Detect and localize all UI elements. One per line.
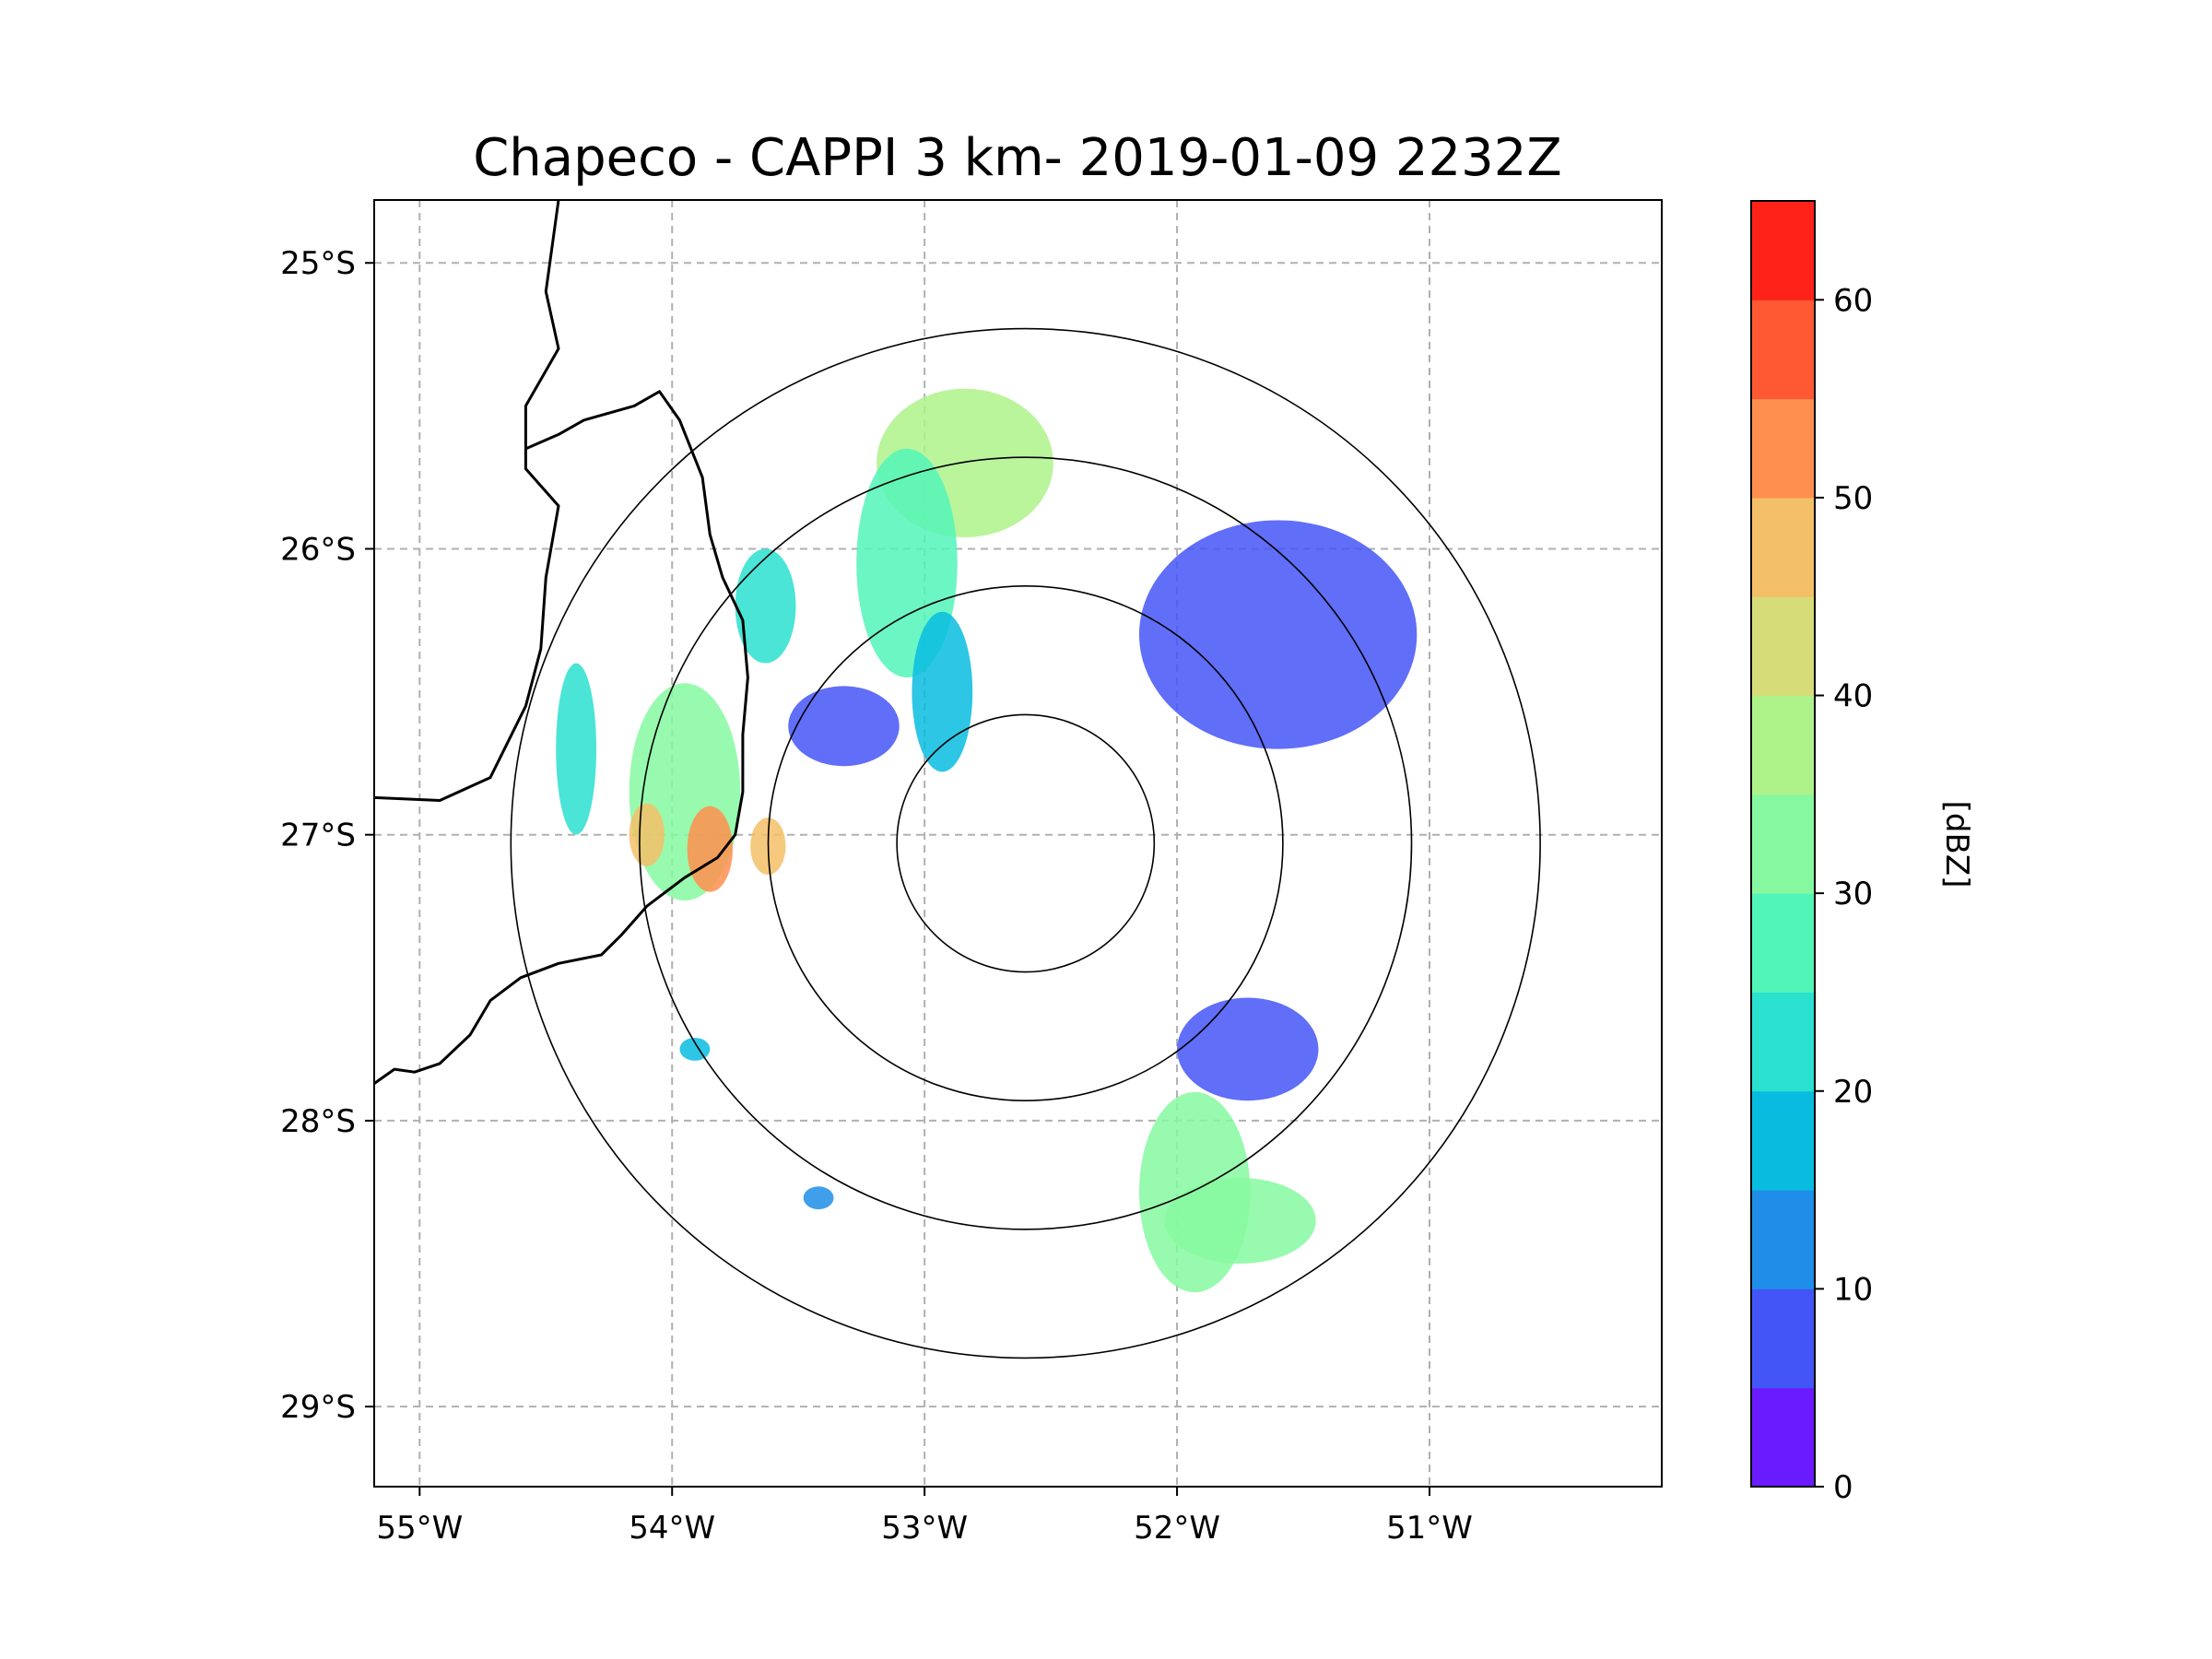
echo-nw-cell [735,548,796,664]
y-tick-label: 28°S [280,1103,356,1140]
range-ring [767,584,1284,1102]
map-axes [373,199,1663,1488]
colorbar-tick-label: 0 [1833,1469,1853,1506]
echo-ne-stratiform [1138,520,1418,749]
colorbar-swatch [1751,1288,1815,1389]
colorbar-tick-label: 40 [1833,678,1873,715]
colorbar-swatch [1751,398,1815,499]
range-ring [510,327,1541,1359]
colorbar-swatch [1751,1190,1815,1289]
colorbar-swatch [1751,201,1815,300]
echo-south-lobe [1164,1177,1316,1265]
colorbar-swatches [1751,201,1815,1488]
colorbar-tick-label: 20 [1833,1074,1873,1111]
political-borders [374,200,749,1085]
colorbar-swatch [1751,794,1815,894]
range-ring [896,713,1156,973]
colorbar-swatch [1751,1387,1815,1488]
colorbar-tick-label: 10 [1833,1271,1873,1308]
y-tick-label: 25°S [280,245,356,282]
border-sc-pr-border [374,390,749,1085]
colorbar-swatch [1751,1090,1815,1191]
colorbar-ticks: 0 10 20 30 40 50 60 [1815,282,1873,1506]
y-tick-label: 27°S [280,818,356,854]
echo-far-west [556,663,597,835]
colorbar-swatch [1751,893,1815,993]
echo-nw-mid [788,686,900,767]
y-axis-ticks: 25°S 26°S 27°S 28°S 29°S [280,245,374,1426]
map-background [374,200,1662,1487]
chart-title: Chapeco - CAPPI 3 km- 2019-01-09 2232Z [473,128,1562,188]
echo-west-core-2 [629,803,665,866]
echo-north-tail [912,611,973,772]
colorbar-tick-label: 50 [1833,480,1873,517]
y-tick-label: 26°S [280,531,356,568]
x-tick-label: 53°W [881,1510,968,1547]
range-rings [510,327,1541,1359]
echo-sw-speck-2 [803,1186,834,1210]
colorbar-frame [1750,200,1816,1488]
x-axis-ticks: 55°W 54°W 53°W 52°W 51°W [376,1487,1473,1547]
y-tick-label: 29°S [280,1389,356,1426]
x-tick-label: 52°W [1134,1510,1220,1547]
colorbar-label: [dBZ] [1938,801,1975,888]
colorbar-swatch [1751,695,1815,795]
colorbar-tick-label: 30 [1833,876,1873,912]
x-tick-label: 54°W [629,1510,715,1547]
colorbar: 0 10 20 30 40 50 60 [dBZ] [1750,200,1975,1506]
x-tick-label: 51°W [1386,1510,1473,1547]
range-ring [639,456,1413,1230]
colorbar-swatch [1751,596,1815,697]
colorbar-tick-label: 60 [1833,282,1873,319]
colorbar-swatch [1751,497,1815,597]
colorbar-swatch [1751,992,1815,1092]
echo-se-stratiform [1177,997,1319,1101]
map-frame [373,199,1663,1488]
border-ar-br-border [374,200,560,802]
colorbar-swatch [1751,300,1815,400]
x-tick-label: 55°W [376,1510,463,1547]
